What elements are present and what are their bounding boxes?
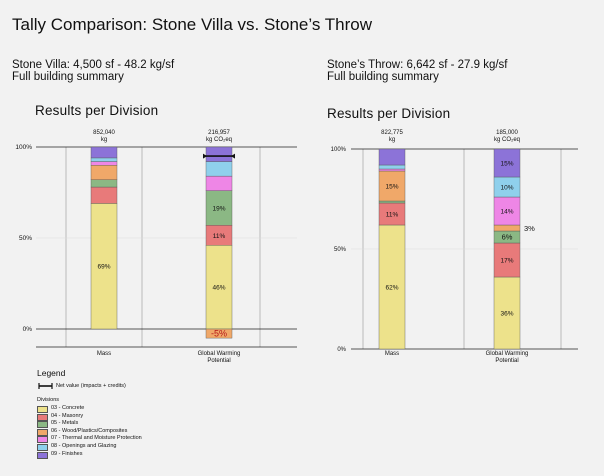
divisions-title: Divisions <box>37 397 60 403</box>
bar-segment <box>378 200 406 204</box>
legend-label: 05 - Metals <box>51 420 79 427</box>
net-value-marker-left <box>203 153 207 159</box>
x-category-label: Global Warming <box>198 351 241 357</box>
x-category-label: Potential <box>495 358 518 364</box>
y-tick-label: 100% <box>331 147 347 153</box>
segment-label: -5% <box>211 329 227 339</box>
segment-label: 10% <box>500 185 513 192</box>
segment-label: 11% <box>213 233 226 240</box>
segment-label: 14% <box>500 209 513 216</box>
legend-swatch <box>37 406 48 413</box>
legend-label: 09 - Finishes <box>51 450 83 457</box>
legend-swatch <box>37 436 48 444</box>
left-subtitle-line2: Full building summary <box>12 71 124 83</box>
right-subtitle-line2: Full building summary <box>327 71 439 83</box>
x-category-label: Mass <box>385 351 399 357</box>
bar-segment <box>90 186 118 204</box>
bar-segment-negative <box>205 328 233 339</box>
y-tick-label: 100% <box>15 144 32 151</box>
legend-swatch <box>37 451 48 459</box>
net-value-marker-icon <box>38 383 53 389</box>
legend-swatch <box>37 413 48 421</box>
left-section-title: Results per Division <box>35 103 159 118</box>
bar-total-unit: kg CO₂eq <box>494 137 520 143</box>
bar-segment <box>90 146 118 159</box>
bar-total-unit: kg CO₂eq <box>206 137 232 143</box>
right-subtitle: Stone’s Throw: 6,642 sf - 27.9 kg/sf Ful… <box>327 59 507 83</box>
bar-segment <box>493 196 521 226</box>
legend-item: 07 - Thermal and Moisture Protection <box>37 435 237 444</box>
legend-title: Legend <box>37 368 66 378</box>
bar-segment <box>205 245 233 330</box>
y-tick-label: 0% <box>23 326 33 333</box>
bar-total-unit: kg <box>101 137 107 143</box>
bar-total-value: 852,040 <box>93 130 115 136</box>
bar-total-value: 822,775 <box>381 130 403 136</box>
segment-label: 36% <box>500 311 513 318</box>
net-value-label: Net value (impacts + credits) <box>56 383 126 389</box>
segment-label: 19% <box>212 205 225 212</box>
segment-label: 11% <box>386 212 399 219</box>
x-category-label: Mass <box>97 351 111 357</box>
segment-label: 3% <box>524 224 535 233</box>
bar-segment <box>378 148 406 166</box>
bar-segment <box>205 161 233 177</box>
bar-segment <box>90 203 118 330</box>
bar-segment <box>90 179 118 188</box>
x-category-label: Global Warming <box>486 351 529 357</box>
bar-segment <box>90 164 118 180</box>
bar-total-value: 185,000 <box>496 130 518 136</box>
legend-item: 08 - Openings and Glazing <box>37 443 237 451</box>
legend-label: 08 - Openings and Glazing <box>51 443 117 449</box>
legend-item: 06 - Wood/Plastics/Composites <box>37 427 237 436</box>
legend-swatch <box>37 421 48 429</box>
segment-label: 69% <box>97 264 110 271</box>
bar-segment <box>90 161 118 166</box>
right-section-title: Results per Division <box>327 106 451 121</box>
legend-item: 05 - Metals <box>37 420 237 429</box>
bar-total-unit: kg <box>389 137 395 143</box>
y-tick-label: 0% <box>337 347 346 353</box>
legend-item: 04 - Masonry <box>37 412 237 421</box>
bar-segment <box>205 190 233 226</box>
left-subtitle: Stone Villa: 4,500 sf - 48.2 kg/sf Full … <box>12 59 174 83</box>
segment-label: 17% <box>500 258 513 265</box>
y-tick-label: 50% <box>19 235 32 242</box>
x-category-label: Potential <box>207 358 230 364</box>
bar-segment <box>90 157 118 162</box>
bar-segment <box>378 164 406 170</box>
bar-segment <box>378 170 406 202</box>
legend-label: 07 - Thermal and Moisture Protection <box>51 435 142 442</box>
bar-total-value: 216,957 <box>208 130 230 136</box>
legend-label: 06 - Wood/Plastics/Composites <box>51 427 128 434</box>
bar-segment <box>205 175 233 191</box>
net-value-marker-right <box>231 153 235 159</box>
bar-segment <box>493 276 521 350</box>
legend-swatch <box>37 444 48 451</box>
segment-label: 6% <box>502 233 513 242</box>
bar-segment <box>493 224 521 232</box>
segment-label: 15% <box>385 184 398 191</box>
legend-label: 04 - Masonry <box>51 412 84 419</box>
segment-label: 15% <box>500 161 513 168</box>
segment-label: 46% <box>212 285 225 292</box>
bar-segment <box>493 148 521 178</box>
right-subtitle-line1: Stone’s Throw: 6,642 sf - 27.9 kg/sf <box>327 59 508 71</box>
bar-segment <box>378 168 406 172</box>
legend-swatch <box>37 428 48 436</box>
left-subtitle-line1: Stone Villa: 4,500 sf - 48.2 kg/sf <box>12 59 175 71</box>
bar-segment <box>205 146 233 162</box>
legend-item: 09 - Finishes <box>37 450 237 459</box>
page-title: Tally Comparison: Stone Villa vs. Stone’… <box>12 15 373 34</box>
legend-net-value: Net value (impacts + credits) <box>37 381 217 391</box>
legend-label: 03 - Concrete <box>51 405 85 411</box>
y-tick-label: 50% <box>334 247 347 253</box>
segment-label: 62% <box>385 285 398 292</box>
legend-item: 03 - Concrete <box>37 405 237 413</box>
